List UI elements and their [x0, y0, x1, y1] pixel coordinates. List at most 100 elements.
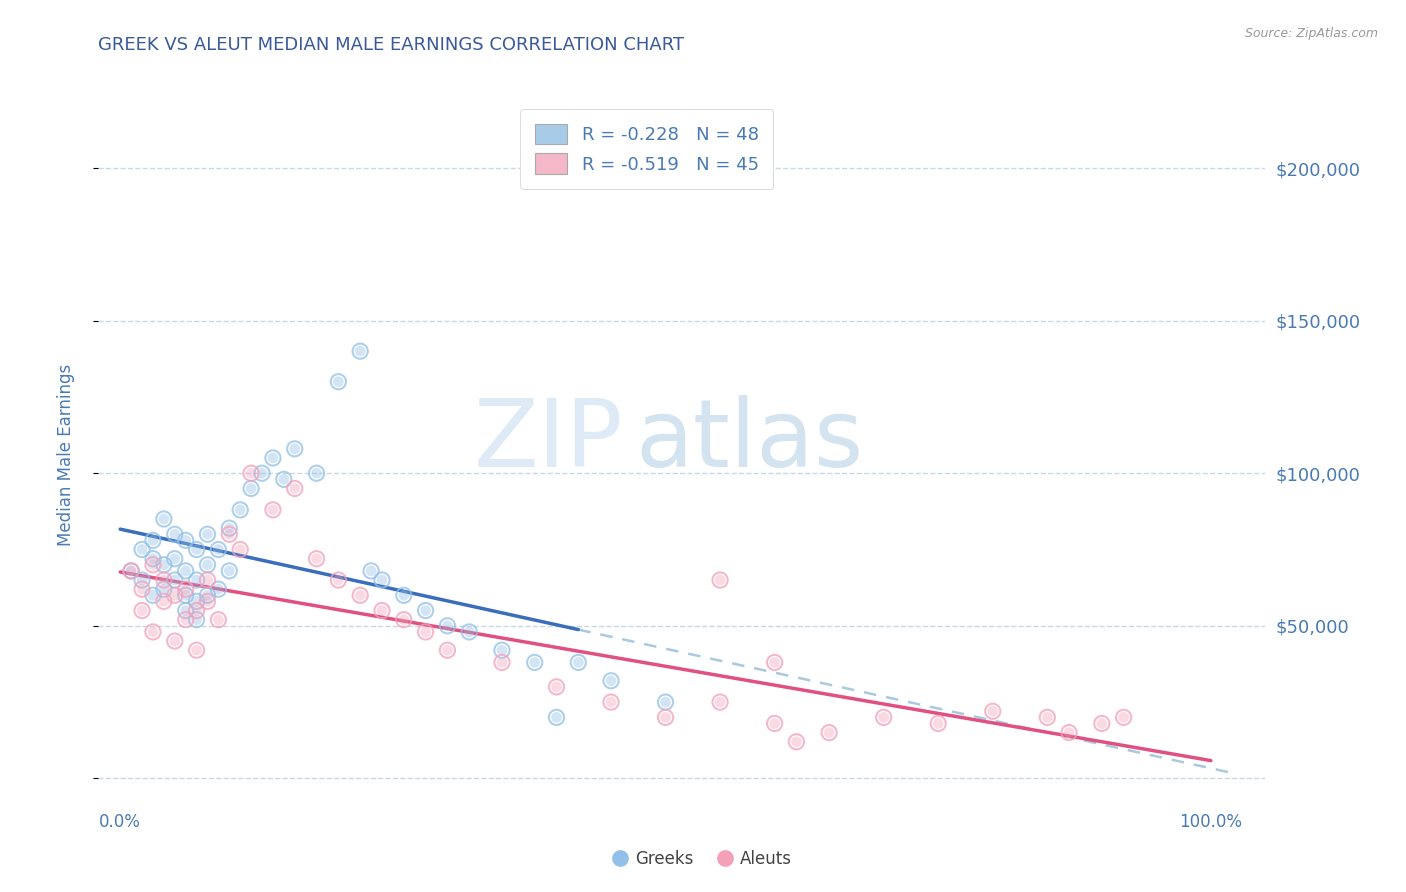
Point: [186, 613, 208, 627]
Point: [262, 503, 284, 517]
Point: [142, 551, 165, 566]
Point: [371, 603, 394, 617]
Point: [491, 656, 513, 670]
Point: [163, 573, 186, 587]
Point: [207, 582, 229, 597]
Point: [1091, 716, 1114, 731]
Point: [218, 527, 240, 541]
Point: [197, 594, 219, 608]
Point: [273, 472, 295, 486]
Point: [197, 588, 219, 602]
Point: [197, 594, 219, 608]
Point: [163, 527, 186, 541]
Point: [131, 573, 153, 587]
Point: [229, 503, 252, 517]
Point: [654, 710, 676, 724]
Point: [186, 542, 208, 557]
Point: [153, 558, 176, 572]
Point: [218, 564, 240, 578]
Point: [186, 603, 208, 617]
Point: [305, 551, 328, 566]
Point: [142, 551, 165, 566]
Point: [785, 735, 807, 749]
Point: [174, 533, 197, 548]
Point: [250, 467, 273, 481]
Point: [567, 656, 589, 670]
Point: [305, 467, 328, 481]
Point: [142, 588, 165, 602]
Point: [142, 624, 165, 639]
Point: [546, 680, 568, 694]
Point: [360, 564, 382, 578]
Point: [142, 558, 165, 572]
Point: [709, 573, 731, 587]
Text: GREEK VS ALEUT MEDIAN MALE EARNINGS CORRELATION CHART: GREEK VS ALEUT MEDIAN MALE EARNINGS CORR…: [98, 36, 685, 54]
Point: [120, 564, 142, 578]
Point: [163, 588, 186, 602]
Point: [305, 467, 328, 481]
Point: [523, 656, 546, 670]
Point: [981, 704, 1004, 718]
Point: [818, 725, 841, 739]
Point: [240, 467, 263, 481]
Point: [174, 613, 197, 627]
Point: [415, 603, 437, 617]
Point: [174, 564, 197, 578]
Point: [262, 450, 284, 465]
Point: [284, 482, 307, 496]
Point: [131, 542, 153, 557]
Point: [785, 735, 807, 749]
Point: [763, 656, 786, 670]
Point: [1112, 710, 1135, 724]
Point: [131, 603, 153, 617]
Point: [1112, 710, 1135, 724]
Point: [654, 710, 676, 724]
Point: [927, 716, 949, 731]
Point: [174, 564, 197, 578]
Point: [207, 542, 229, 557]
Point: [415, 624, 437, 639]
Point: [491, 643, 513, 657]
Point: [1036, 710, 1059, 724]
Point: [1057, 725, 1080, 739]
Point: [491, 643, 513, 657]
Point: [197, 558, 219, 572]
Point: [142, 533, 165, 548]
Point: [654, 695, 676, 709]
Point: [305, 551, 328, 566]
Point: [229, 542, 252, 557]
Point: [163, 634, 186, 648]
Point: [284, 442, 307, 456]
Point: [120, 564, 142, 578]
Point: [174, 603, 197, 617]
Point: [174, 588, 197, 602]
Point: [546, 710, 568, 724]
Point: [873, 710, 896, 724]
Y-axis label: Median Male Earnings: Median Male Earnings: [56, 364, 75, 546]
Point: [197, 588, 219, 602]
Point: [392, 613, 415, 627]
Point: [284, 442, 307, 456]
Point: [328, 573, 350, 587]
Point: [218, 564, 240, 578]
Point: [163, 551, 186, 566]
Point: [174, 588, 197, 602]
Point: [163, 588, 186, 602]
Point: [415, 624, 437, 639]
Point: [392, 588, 415, 602]
Point: [1057, 725, 1080, 739]
Point: [273, 472, 295, 486]
Point: [240, 482, 263, 496]
Point: [131, 573, 153, 587]
Point: [763, 716, 786, 731]
Point: [174, 613, 197, 627]
Point: [546, 710, 568, 724]
Text: atlas: atlas: [636, 395, 863, 487]
Point: [763, 716, 786, 731]
Point: [186, 643, 208, 657]
Point: [120, 564, 142, 578]
Point: [240, 467, 263, 481]
Point: [349, 588, 371, 602]
Legend: Greeks, Aleuts: Greeks, Aleuts: [607, 844, 799, 875]
Point: [131, 542, 153, 557]
